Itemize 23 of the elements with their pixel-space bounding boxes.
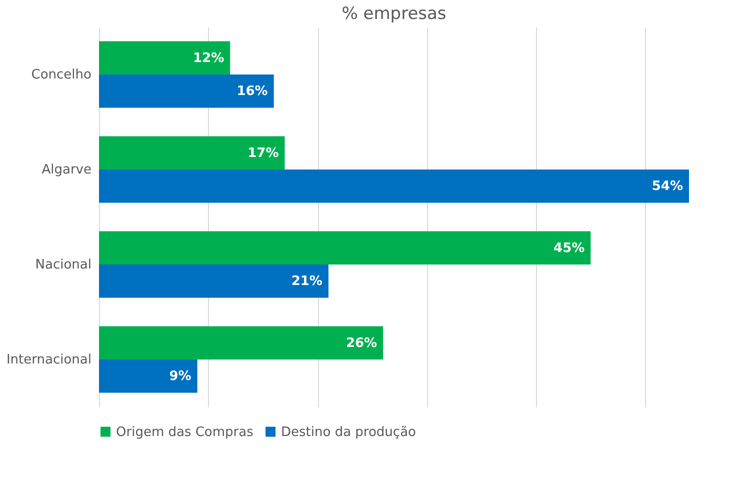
- data-label: 54%: [652, 179, 683, 194]
- bar: [99, 170, 689, 203]
- data-label: 17%: [248, 146, 279, 161]
- bar: [99, 74, 274, 108]
- legend-label: Destino da produção: [281, 424, 416, 440]
- y-tick-label: Nacional: [35, 258, 92, 272]
- y-tick-label: Concelho: [31, 68, 92, 82]
- bar: [99, 136, 285, 170]
- bar: [99, 360, 198, 393]
- data-label: 21%: [291, 274, 322, 290]
- y-tick-label: Internacional: [6, 352, 92, 368]
- legend-label: Origem das Compras: [116, 424, 254, 440]
- data-label: 16%: [236, 84, 268, 100]
- chart-title: % empresas: [342, 4, 446, 24]
- bar: [99, 264, 328, 298]
- bar: [99, 231, 591, 264]
- data-label: 9%: [169, 369, 192, 384]
- data-label: 12%: [192, 50, 224, 66]
- y-tick-label: Algarve: [42, 162, 92, 178]
- bar: [99, 326, 384, 360]
- bar: [99, 41, 230, 74]
- data-label: 45%: [554, 240, 585, 256]
- data-label: 26%: [346, 336, 378, 351]
